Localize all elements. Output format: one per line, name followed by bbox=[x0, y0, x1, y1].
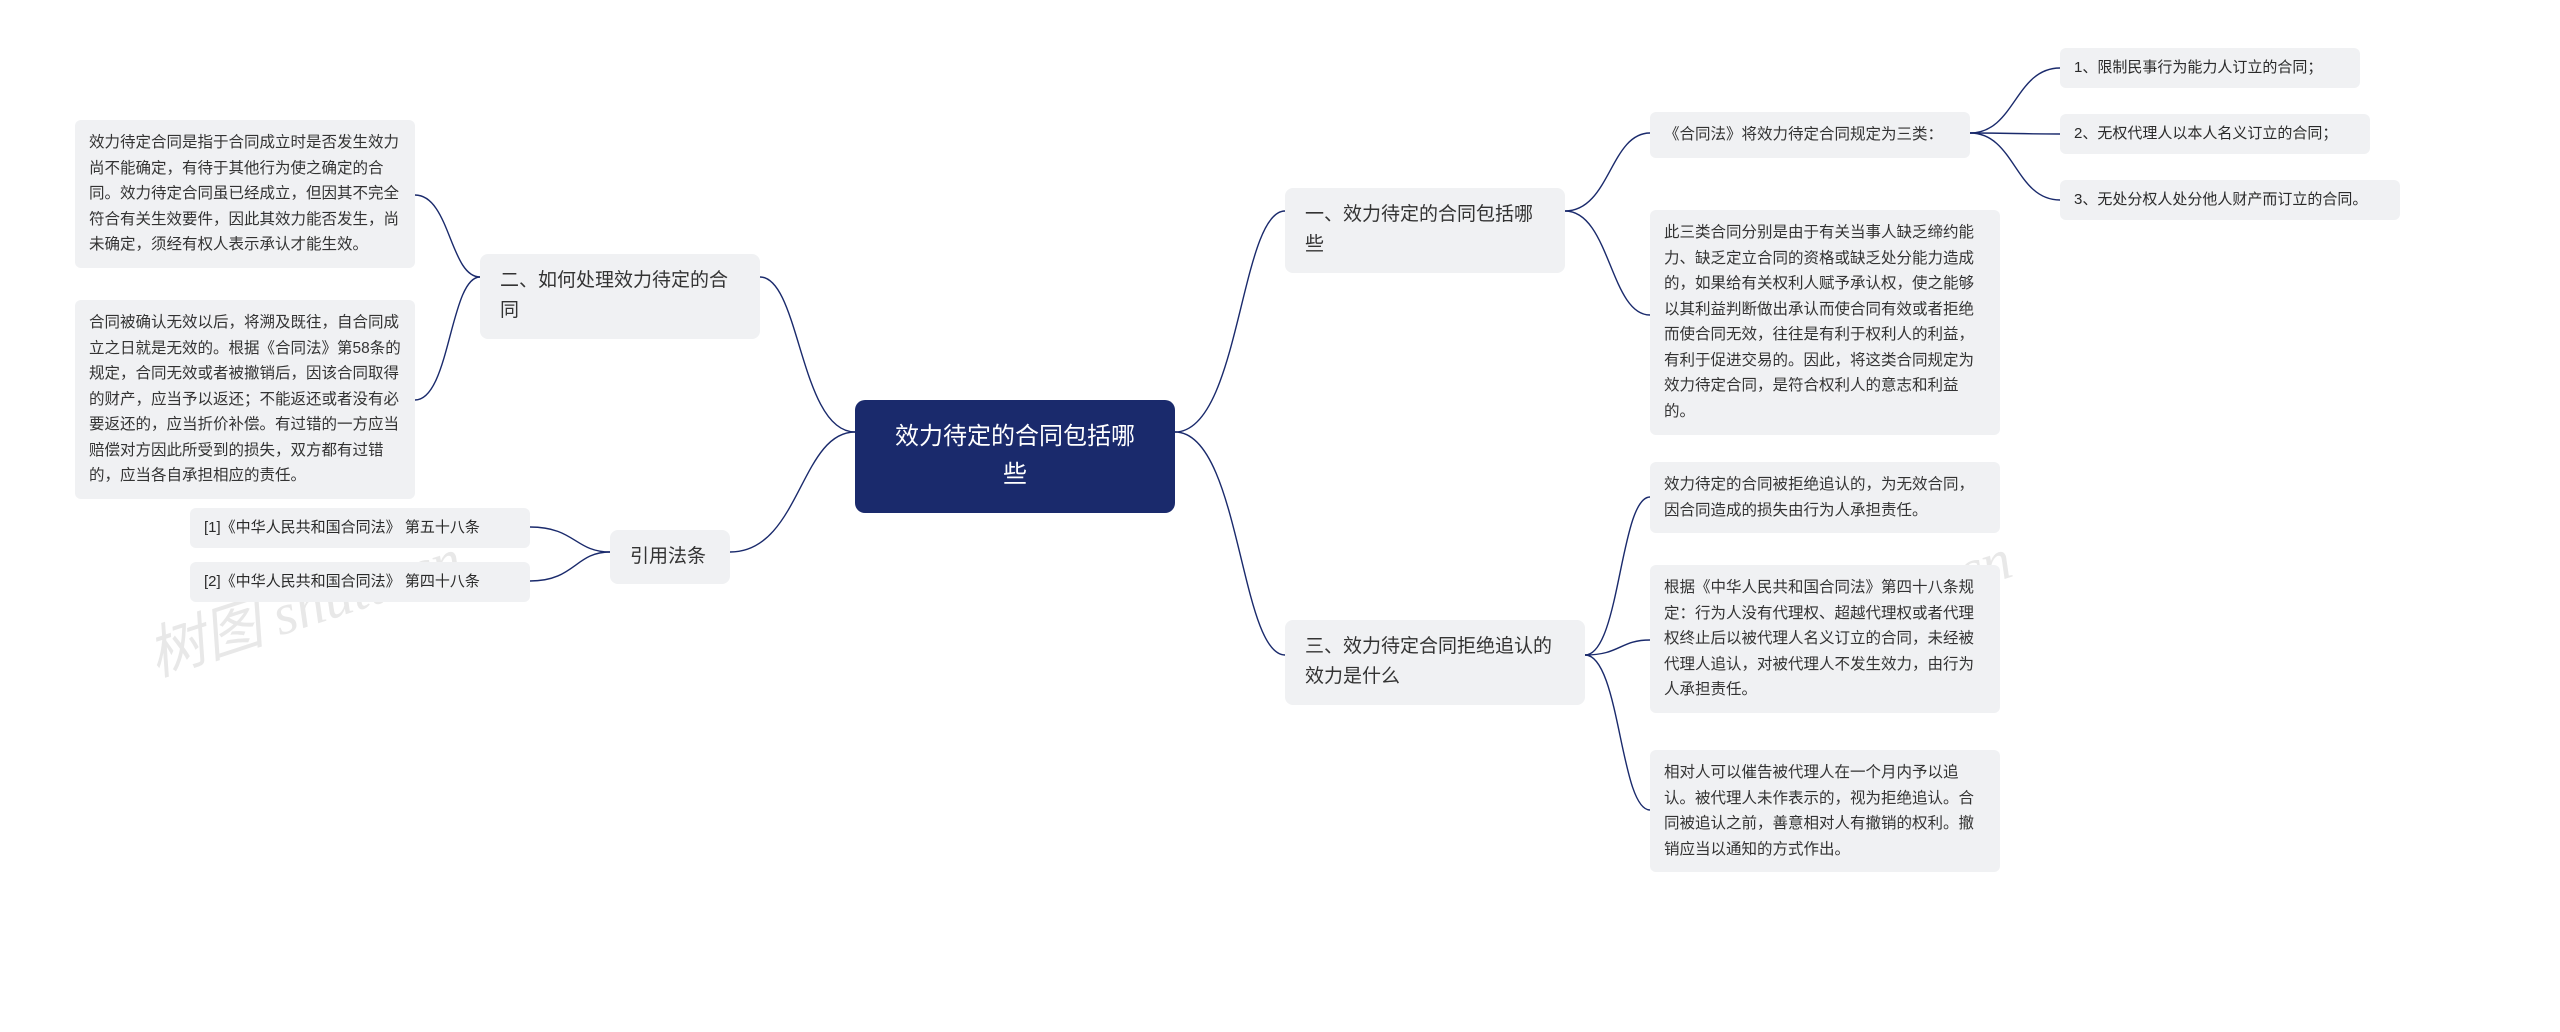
branch-l4: 引用法条 bbox=[610, 530, 730, 584]
node-r1a3: 3、无处分权人处分他人财产而订立的合同。 bbox=[2060, 180, 2400, 220]
branch-l2: 二、如何处理效力待定的合同 bbox=[480, 254, 760, 339]
node-r1a2: 2、无权代理人以本人名义订立的合同； bbox=[2060, 114, 2370, 154]
node-l4a: [1]《中华人民共和国合同法》 第五十八条 bbox=[190, 508, 530, 548]
node-r3c: 相对人可以催告被代理人在一个月内予以追认。被代理人未作表示的，视为拒绝追认。合同… bbox=[1650, 750, 2000, 872]
node-r3a: 效力待定的合同被拒绝追认的，为无效合同，因合同造成的损失由行为人承担责任。 bbox=[1650, 462, 2000, 533]
branch-r3: 三、效力待定合同拒绝追认的效力是什么 bbox=[1285, 620, 1585, 705]
node-r1b: 此三类合同分别是由于有关当事人缺乏缔约能力、缺乏定立合同的资格或缺乏处分能力造成… bbox=[1650, 210, 2000, 435]
node-r3b: 根据《中华人民共和国合同法》第四十八条规定：行为人没有代理权、超越代理权或者代理… bbox=[1650, 565, 2000, 713]
mindmap-root: 效力待定的合同包括哪些 bbox=[855, 400, 1175, 513]
branch-r1: 一、效力待定的合同包括哪些 bbox=[1285, 188, 1565, 273]
node-l2b: 合同被确认无效以后，将溯及既往，自合同成立之日就是无效的。根据《合同法》第58条… bbox=[75, 300, 415, 499]
node-l2a: 效力待定合同是指于合同成立时是否发生效力尚不能确定，有待于其他行为使之确定的合同… bbox=[75, 120, 415, 268]
node-l4b: [2]《中华人民共和国合同法》 第四十八条 bbox=[190, 562, 530, 602]
node-r1a: 《合同法》将效力待定合同规定为三类： bbox=[1650, 112, 1970, 158]
node-r1a1: 1、限制民事行为能力人订立的合同； bbox=[2060, 48, 2360, 88]
